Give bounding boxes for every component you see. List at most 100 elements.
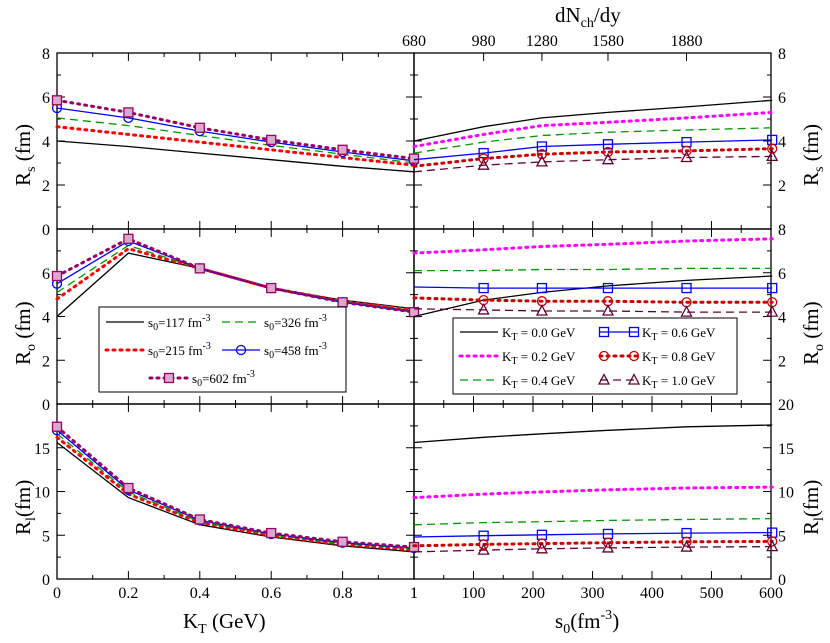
legend-kt-marker (627, 373, 641, 385)
series-line-ro-kt-s0-458-fm-3 (56, 240, 415, 313)
top-axis-label-dnch: dNch/dy (555, 3, 621, 31)
series-line-ro-s0-k-t-1-0-gev (413, 308, 773, 313)
legend-kt-marker (598, 350, 610, 362)
y-axis-label-rl-right: Rl(fm) (799, 480, 827, 535)
data-point-rl-s0-k-t-0-8-gev (478, 539, 489, 550)
data-point-ro-s0-k-t-0-6-gev (767, 282, 778, 294)
legend-kt-marker (628, 350, 640, 362)
data-point-rs-s0-k-t-0-6-gev (536, 141, 548, 152)
x-tick-label-s0: 300 (581, 585, 605, 602)
y-tick-label-ro-left: 0 (42, 222, 50, 239)
data-point-rl-s0-k-t-1-0-gev (535, 541, 549, 554)
data-point-ro-s0-k-t-0-6-gev (536, 282, 548, 294)
top-tick-label-dnch: 980 (472, 33, 496, 50)
data-point-rs-kt-s0-602-fm-3 (123, 107, 134, 118)
x-tick-label-s0: 200 (521, 585, 545, 602)
legend-kt-label: KT = 0.2 GeV (502, 349, 576, 367)
y-tick-label-rs-right: 4 (778, 134, 786, 151)
data-point-rs-kt-s0-602-fm-3 (194, 122, 205, 133)
data-point-rs-kt-s0-602-fm-3 (337, 144, 348, 155)
y-tick-label-rl-right: 20 (778, 397, 794, 414)
data-point-rs-s0-k-t-1-0-gev (766, 149, 779, 162)
data-point-rs-s0-k-t-0-8-gev (681, 145, 692, 157)
data-point-ro-kt-s0-602-fm-3 (408, 306, 420, 318)
data-point-rl-s0-k-t-1-0-gev (680, 540, 693, 552)
data-point-ro-kt-s0-602-fm-3 (337, 297, 348, 308)
legend-kt-label: KT = 1.0 GeV (642, 373, 716, 391)
y-tick-label-rs-left: 2 (42, 178, 50, 195)
legend-s0-label: s0=458 fm-3 (264, 341, 327, 361)
series-line-ro-s0-k-t-0-8-gev (412, 296, 774, 304)
y-tick-label-rs-left: 4 (42, 134, 50, 151)
series-line-rl-s0-k-t-1-0-gev (413, 545, 773, 553)
y-tick-label-ro-right: 6 (778, 266, 786, 283)
x-tick-label-s0: 400 (640, 585, 664, 602)
top-tick-label-dnch: 1580 (592, 33, 624, 50)
data-point-ro-s0-k-t-0-6-gev (602, 282, 614, 294)
legend-s0-label: s0=215 fm-3 (148, 341, 211, 361)
x-tick-label-kt: 0.2 (118, 585, 138, 602)
data-point-ro-kt-s0-602-fm-3 (194, 263, 205, 274)
x-tick-label-kt: 0.8 (333, 585, 353, 602)
series-line-rs-kt-s0-602-fm-3 (55, 98, 416, 161)
data-point-rs-kt-s0-602-fm-3 (266, 134, 277, 146)
y-tick-label-rl-left: 0 (42, 572, 50, 589)
data-point-ro-kt-s0-602-fm-3 (51, 270, 63, 282)
series-line-rs-s0-k-t-0-6-gev (413, 139, 773, 161)
y-tick-label-rs-left: 6 (42, 90, 50, 107)
legend-kt-box (452, 317, 738, 395)
y-tick-label-rs-right: 6 (778, 90, 786, 107)
legend-kt-marker (597, 373, 611, 385)
y-axis-label-rl-left: Rl(fm) (11, 480, 39, 535)
y-axis-label-rs-right: Rs (fm) (799, 124, 827, 186)
x-axis-label-s0: s0(fm-3) (555, 608, 619, 637)
data-point-rl-kt-s0-602-fm-3 (51, 421, 63, 432)
top-tick-label-dnch: 1280 (526, 33, 558, 50)
data-point-rs-s0-k-t-0-8-gev (767, 143, 778, 154)
x-tick-label-s0: 500 (700, 585, 724, 602)
data-point-ro-kt-s0-602-fm-3 (123, 233, 134, 244)
data-point-rs-s0-k-t-1-0-gev (535, 155, 549, 167)
data-point-rs-kt-s0-602-fm-3 (51, 95, 63, 106)
top-tick-label-dnch: 680 (402, 33, 426, 50)
series-line-rl-kt-s0-215-fm-3 (55, 435, 416, 552)
legend-s0-label: s0=117 fm-3 (148, 313, 210, 333)
data-point-rs-s0-k-t-1-0-gev (680, 150, 693, 163)
x-tick-label-s0: 100 (462, 585, 486, 602)
legend-kt-label: KT = 0.0 GeV (502, 325, 576, 343)
series-line-rs-kt-s0-458-fm-3 (56, 107, 415, 162)
data-point-ro-s0-k-t-1-0-gev (535, 304, 549, 316)
legend-kt-label: KT = 0.8 GeV (642, 349, 716, 367)
data-point-rs-s0-k-t-0-8-gev (536, 149, 548, 160)
series-line-rl-kt-s0-326-fm-3 (56, 433, 415, 550)
series-line-rl-s0-k-t-0-0-gev (413, 424, 773, 444)
series-line-rl-kt-s0-602-fm-3 (55, 425, 416, 549)
data-point-rs-s0-k-t-1-0-gev (601, 152, 615, 165)
y-axis-label-ro-right: Ro (fm) (799, 301, 827, 365)
data-point-rs-s0-k-t-0-6-gev (602, 139, 614, 150)
series-line-rs-s0-k-t-1-0-gev (413, 155, 773, 173)
legend-s0: s0=117 fm-3 s0=326 fm-3 s0=215 fm-3 s0=458 … (98, 306, 347, 393)
data-series (51, 95, 779, 555)
legend-kt-marker (628, 326, 640, 338)
x-tick-label-kt: 0 (53, 585, 61, 602)
y-tick-label-rl-right: 0 (778, 572, 786, 589)
data-point-ro-s0-k-t-1-0-gev (680, 305, 693, 317)
data-point-ro-kt-s0-602-fm-3 (266, 282, 277, 294)
data-point-rs-s0-k-t-0-8-gev (478, 153, 489, 164)
x-tick-label-s0: 600 (759, 585, 783, 602)
data-point-ro-s0-k-t-0-6-gev (478, 282, 489, 294)
data-point-rs-s0-k-t-0-8-gev (602, 146, 614, 158)
y-tick-label-ro-right: 2 (778, 353, 786, 370)
series-line-ro-s0-k-t-0-2-gev (412, 237, 774, 255)
legend-s0-label: s0=326 fm-3 (264, 313, 327, 333)
data-point-rl-s0-k-t-1-0-gev (766, 539, 779, 552)
panel-rl-kt-frame (56, 403, 415, 580)
legend-kt: KT = 0.0 GeV KT = 0.6 GeV KT = 0.2 GeV KT =… (452, 317, 738, 395)
data-point-rl-s0-k-t-1-0-gev (477, 543, 490, 555)
data-point-rl-s0-k-t-0-8-gev (681, 536, 692, 547)
top-tick-label-dnch: 1880 (671, 33, 703, 50)
series-line-rl-s0-k-t-0-6-gev (413, 531, 773, 538)
series-line-rs-s0-k-t-0-0-gev (413, 99, 773, 142)
